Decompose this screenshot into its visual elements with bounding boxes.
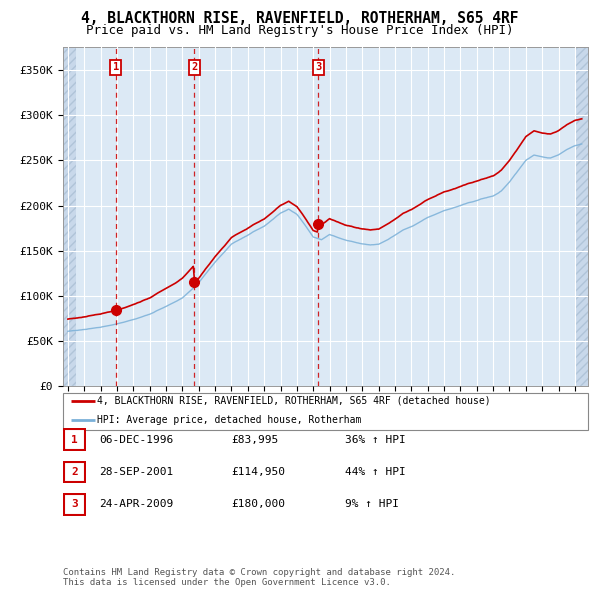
Text: 9% ↑ HPI: 9% ↑ HPI (345, 500, 399, 509)
Bar (63, 47, 76, 386)
FancyBboxPatch shape (64, 462, 85, 482)
Text: 2: 2 (191, 63, 197, 73)
Text: £114,950: £114,950 (231, 467, 285, 477)
FancyBboxPatch shape (63, 393, 588, 430)
Text: 44% ↑ HPI: 44% ↑ HPI (345, 467, 406, 477)
Text: 2: 2 (71, 467, 78, 477)
Text: Contains HM Land Registry data © Crown copyright and database right 2024.
This d: Contains HM Land Registry data © Crown c… (63, 568, 455, 587)
Text: 4, BLACKTHORN RISE, RAVENFIELD, ROTHERHAM, S65 4RF (detached house): 4, BLACKTHORN RISE, RAVENFIELD, ROTHERHA… (97, 396, 491, 406)
FancyBboxPatch shape (64, 494, 85, 514)
Text: 06-DEC-1996: 06-DEC-1996 (99, 435, 173, 444)
FancyBboxPatch shape (64, 430, 85, 450)
Text: 24-APR-2009: 24-APR-2009 (99, 500, 173, 509)
Text: 3: 3 (315, 63, 322, 73)
Text: 1: 1 (113, 63, 119, 73)
Text: 4, BLACKTHORN RISE, RAVENFIELD, ROTHERHAM, S65 4RF: 4, BLACKTHORN RISE, RAVENFIELD, ROTHERHA… (81, 11, 519, 25)
Text: 28-SEP-2001: 28-SEP-2001 (99, 467, 173, 477)
Text: £180,000: £180,000 (231, 500, 285, 509)
Text: £83,995: £83,995 (231, 435, 278, 444)
Bar (575, 47, 588, 386)
Bar (575, 47, 588, 386)
Text: Price paid vs. HM Land Registry's House Price Index (HPI): Price paid vs. HM Land Registry's House … (86, 24, 514, 37)
Bar (63, 47, 76, 386)
Text: HPI: Average price, detached house, Rotherham: HPI: Average price, detached house, Roth… (97, 415, 361, 425)
Text: 1: 1 (71, 435, 78, 444)
Text: 3: 3 (71, 500, 78, 509)
Text: 36% ↑ HPI: 36% ↑ HPI (345, 435, 406, 444)
